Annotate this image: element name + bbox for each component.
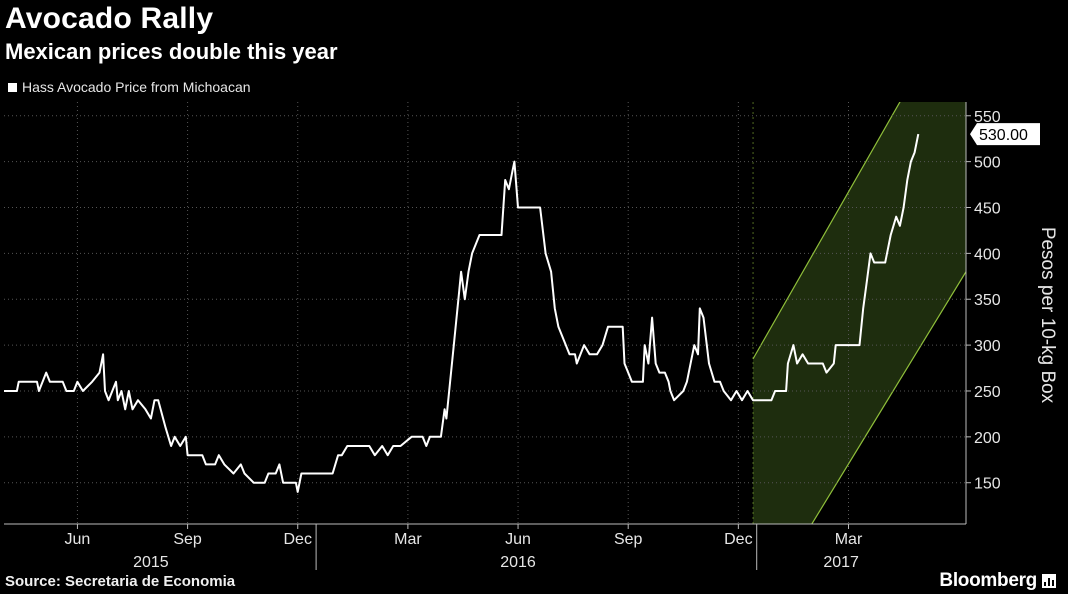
source-note: Source: Secretaria de Economia [5, 573, 236, 590]
channel-lower-edge [811, 271, 966, 524]
chart-title: Avocado Rally [5, 2, 214, 35]
channel-upper-edge [752, 102, 901, 360]
y-tick-label: 300 [974, 338, 1001, 355]
legend: Hass Avocado Price from Michoacan [8, 79, 251, 95]
brand-name: Bloomberg [939, 570, 1037, 591]
x-tick-label: Jun [65, 531, 91, 548]
y-tick-label: 500 [974, 155, 1001, 172]
legend-label: Hass Avocado Price from Michoacan [22, 79, 251, 95]
x-tick-label: Jun [505, 531, 531, 548]
price-series-line [4, 133, 920, 493]
channel-fill [753, 102, 966, 524]
year-label: 2017 [823, 554, 859, 571]
labels: 530.00 [970, 123, 1040, 146]
y-tick-label: 450 [974, 201, 1001, 218]
channel-group [752, 102, 966, 524]
year-label: 2016 [500, 554, 536, 571]
x-tick-label: Dec [284, 531, 312, 548]
x-tick-label: Sep [173, 531, 202, 548]
trend-channel [752, 102, 966, 524]
chart-subtitle: Mexican prices double this year [5, 39, 338, 64]
y-tick-label: 350 [974, 292, 1001, 309]
last-value-label: 530.00 [979, 127, 1028, 144]
last-value-badge [970, 123, 1040, 146]
y-tick-label: 400 [974, 246, 1001, 263]
x-tick-label: Mar [835, 531, 863, 548]
bar-chart-icon [1042, 574, 1056, 588]
grid [4, 102, 966, 524]
year-label: 2015 [133, 554, 169, 571]
x-tick-label: Dec [724, 531, 752, 548]
y-tick-label: 550 [974, 109, 1001, 126]
x-tick-label: Sep [614, 531, 643, 548]
legend-swatch [8, 82, 17, 92]
brand-logo: Bloomberg [939, 570, 1056, 592]
x-tick-label: Mar [394, 531, 422, 548]
y-tick-label: 150 [974, 476, 1001, 493]
axes: 150 200 250 300 350 400 450 500 550 Jun Sep Dec Mar J… [4, 102, 1001, 571]
series-layer [4, 133, 920, 493]
y-tick-label: 200 [974, 430, 1001, 447]
y-axis-title: Pesos per 10-kg Box [1037, 227, 1058, 404]
y-tick-label: 250 [974, 384, 1001, 401]
